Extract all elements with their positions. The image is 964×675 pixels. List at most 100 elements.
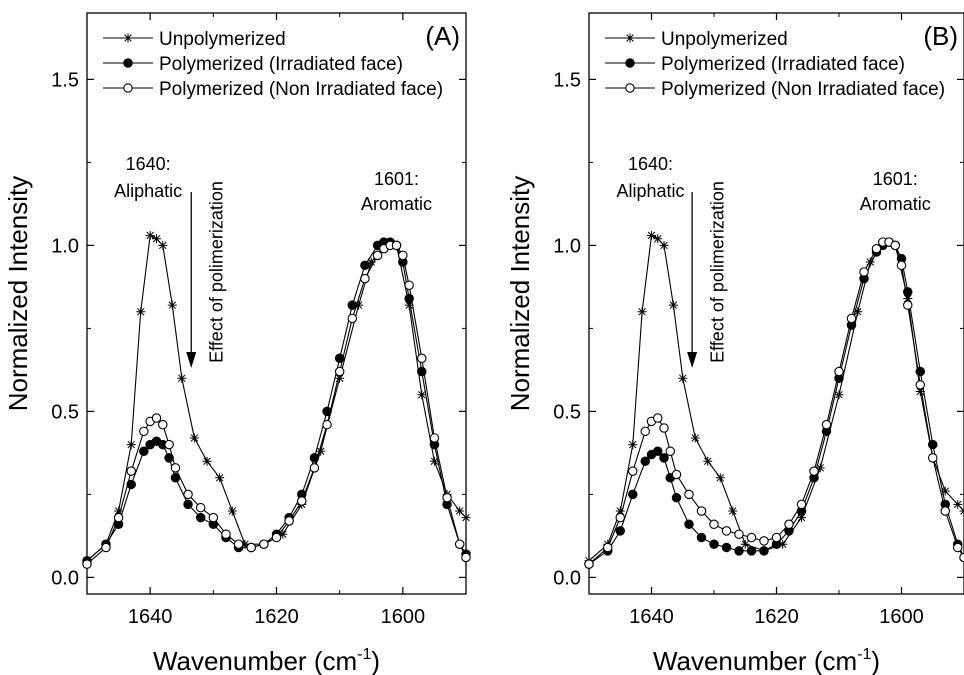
data-point <box>915 386 925 396</box>
legend-marker <box>625 83 635 93</box>
data-point <box>853 307 863 317</box>
data-point <box>158 419 168 430</box>
data-point <box>158 240 168 250</box>
panel-label: (A) <box>425 21 460 51</box>
data-point <box>696 532 707 543</box>
data-point <box>151 234 161 244</box>
data-point <box>890 240 900 251</box>
data-point <box>354 300 364 310</box>
data-point <box>715 473 725 483</box>
data-point <box>391 240 402 251</box>
data-point <box>139 446 149 456</box>
data-point <box>615 512 625 523</box>
data-point <box>628 440 638 450</box>
x-tick-label: 1620 <box>754 606 799 628</box>
data-point <box>442 492 452 503</box>
data-point <box>615 506 625 516</box>
data-point <box>690 433 700 443</box>
legend-marker <box>123 83 133 93</box>
data-point <box>834 390 844 400</box>
series-line <box>588 234 964 562</box>
legend-entry: Unpolymerized <box>159 29 286 50</box>
data-point <box>360 260 370 271</box>
data-point <box>834 366 844 377</box>
data-point <box>865 257 875 267</box>
data-point <box>709 539 719 549</box>
data-point <box>678 373 688 383</box>
series-star <box>82 230 471 566</box>
data-point <box>208 512 219 523</box>
data-point <box>189 433 199 443</box>
data-point <box>640 426 650 437</box>
data-point <box>815 463 825 473</box>
data-point <box>221 529 231 539</box>
data-point <box>151 413 162 423</box>
data-point <box>640 456 650 466</box>
data-point <box>784 519 794 530</box>
x-axis-label-text: Wavenumber (cm <box>153 646 357 675</box>
annotation-aromatic-text: Aromatic <box>361 194 432 214</box>
data-point <box>746 546 757 556</box>
data-point <box>114 506 124 516</box>
data-point <box>637 307 647 317</box>
data-point <box>278 529 288 539</box>
x-axis-label-end: ) <box>871 646 880 675</box>
data-point <box>271 532 282 543</box>
data-point <box>360 273 370 284</box>
data-point <box>721 526 732 536</box>
data-point <box>322 419 332 430</box>
data-point <box>297 496 307 506</box>
data-point <box>145 230 155 240</box>
panel-label: (B) <box>923 21 958 51</box>
chart-panel-b: 1640 1620 1600 0.0 0.5 1.0 1.5 Wavenumber (cm-1… <box>505 12 964 675</box>
data-point <box>728 506 738 516</box>
data-point <box>659 453 669 463</box>
data-point <box>627 489 638 500</box>
data-point <box>940 486 950 496</box>
data-point <box>778 539 788 549</box>
data-point <box>195 512 206 523</box>
y-axis-label: Normalized Intensity <box>505 176 535 412</box>
data-point <box>215 473 225 483</box>
data-point <box>126 440 136 450</box>
legend-marker <box>625 58 635 68</box>
data-point <box>809 466 819 476</box>
data-point <box>659 423 669 433</box>
data-point <box>915 380 925 390</box>
data-point <box>846 313 857 324</box>
legend-entry: Polymerized (Non Irradiated face) <box>159 79 443 100</box>
data-point <box>202 456 212 466</box>
data-point <box>126 466 136 476</box>
data-point <box>859 267 869 277</box>
data-point <box>316 446 326 456</box>
data-point <box>164 439 174 450</box>
data-point <box>429 433 440 443</box>
data-point <box>684 519 694 530</box>
data-point <box>417 353 427 364</box>
data-point <box>454 539 465 549</box>
legend-entry: Polymerized (Irradiated face) <box>159 54 403 75</box>
data-point <box>771 532 782 543</box>
x-tick-label: 1640 <box>629 606 674 628</box>
data-point <box>164 453 174 463</box>
data-point <box>183 489 193 500</box>
x-axis-label-end: ) <box>371 646 380 675</box>
series-open-circle <box>584 237 964 569</box>
data-point <box>647 230 656 240</box>
data-point <box>334 366 345 377</box>
data-point <box>417 390 427 400</box>
data-point <box>195 502 206 513</box>
data-point <box>126 479 136 490</box>
x-axis-label: Wavenumber (cm-1) <box>153 646 380 675</box>
data-point <box>959 552 964 563</box>
data-point <box>709 519 719 530</box>
y-tick-label: 1.0 <box>51 235 79 257</box>
series-line <box>86 244 467 565</box>
legend-entry: Polymerized (Non Irradiated face) <box>661 79 945 100</box>
x-tick-label: 1600 <box>381 606 426 628</box>
annotation-aromatic-number: 1601: <box>374 169 419 189</box>
legend-entry: Unpolymerized <box>661 29 788 50</box>
data-point <box>170 463 181 473</box>
y-tick-label: 0.5 <box>553 401 581 423</box>
